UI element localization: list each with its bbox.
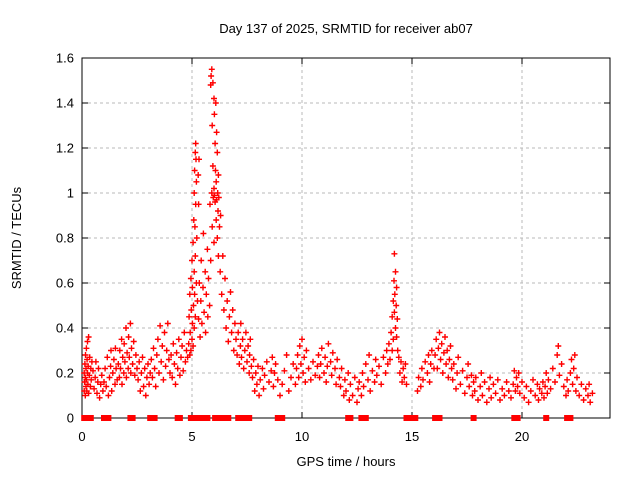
x-axis-label: GPS time / hours [297, 454, 396, 469]
zero-marker [511, 415, 518, 421]
y-axis-label: SRMTID / TECUs [9, 186, 24, 289]
zero-marker [347, 415, 354, 421]
zero-marker [543, 415, 550, 421]
zero-marker [436, 415, 443, 421]
zero-marker [129, 415, 136, 421]
zero-marker [412, 415, 419, 421]
x-tick-label: 10 [295, 429, 309, 444]
zero-marker [238, 415, 245, 421]
zero-marker [567, 415, 574, 421]
y-tick-label: 0.2 [56, 366, 74, 381]
zero-marker [190, 415, 197, 421]
x-tick-label: 20 [515, 429, 529, 444]
zero-marker [176, 415, 183, 421]
y-tick-label: 0.6 [56, 276, 74, 291]
y-tick-label: 0.4 [56, 321, 74, 336]
y-tick-label: 1.2 [56, 141, 74, 156]
zero-marker [564, 415, 571, 421]
zero-marker [235, 415, 242, 421]
zero-marker [514, 415, 521, 421]
scatter-markers [81, 66, 596, 406]
y-tick-label: 0.8 [56, 231, 74, 246]
zero-marker [470, 415, 477, 421]
y-tick-label: 1 [67, 186, 74, 201]
zero-marker [225, 415, 232, 421]
zero-marker [151, 415, 158, 421]
zero-marker [87, 415, 94, 421]
y-tick-label: 1.6 [56, 51, 74, 66]
x-tick-label: 0 [78, 429, 85, 444]
y-tick-label: 1.4 [56, 96, 74, 111]
x-tick-label: 5 [188, 429, 195, 444]
zero-marker [204, 415, 211, 421]
x-tick-label: 15 [405, 429, 419, 444]
data-points [81, 66, 596, 421]
zero-marker [279, 415, 286, 421]
zero-marker [246, 415, 253, 421]
chart-title: Day 137 of 2025, SRMTID for receiver ab0… [219, 21, 473, 36]
zero-marker [362, 415, 369, 421]
zero-marker [432, 415, 439, 421]
zero-marker [105, 415, 112, 421]
y-tick-label: 0 [67, 411, 74, 426]
